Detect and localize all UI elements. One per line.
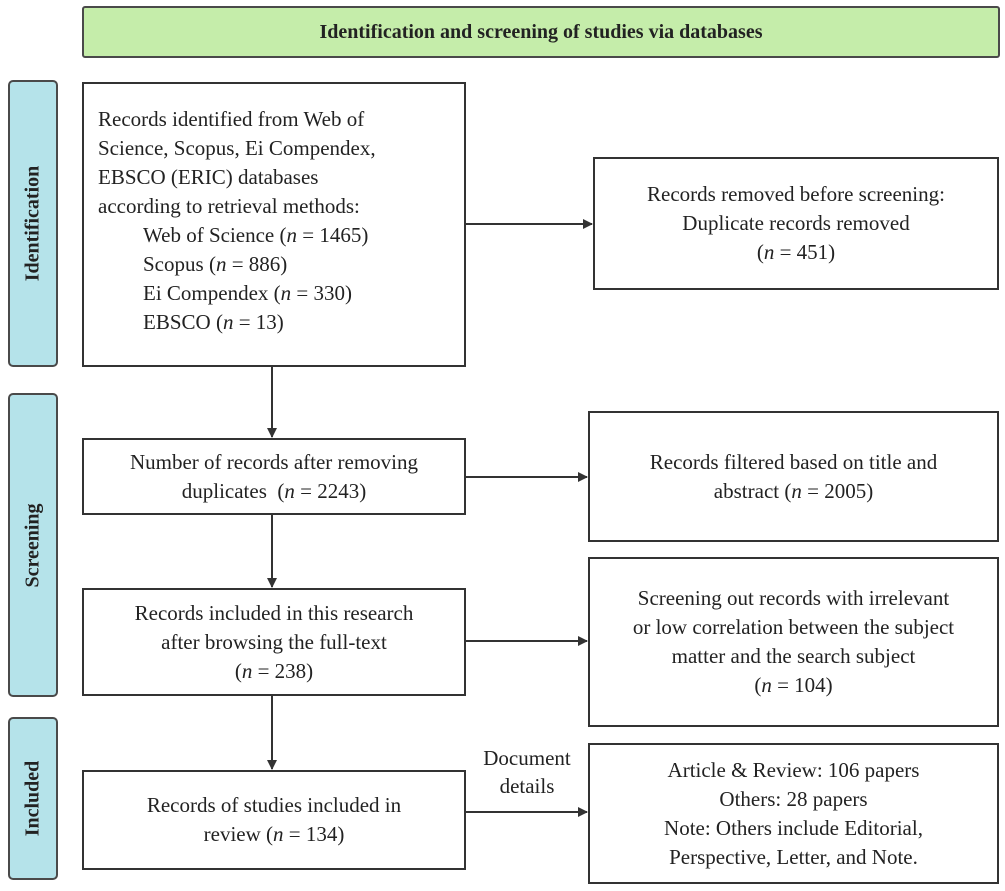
document-details-box: Article & Review: 106 papers Others: 28 … (588, 743, 999, 884)
stage-included: Included (8, 717, 58, 880)
included-count: review (n = 134) (203, 822, 345, 846)
records-fulltext-box: Records included in this research after … (82, 588, 466, 696)
section-header: Identification and screening of studies … (82, 6, 1000, 58)
records-after-duplicates-box: Number of records after removing duplica… (82, 438, 466, 515)
records-screened-out-box: Screening out records with irrelevant or… (588, 557, 999, 727)
source-ei-compendex: Ei Compendex (n = 330) (143, 281, 352, 305)
document-details-label: Document details (483, 746, 571, 798)
after-duplicates-count: duplicates (n = 2243) (181, 478, 367, 503)
records-filtered-box: Records filtered based on title and abst… (588, 411, 999, 542)
records-removed-box: Records removed before screening: Duplic… (593, 157, 999, 290)
source-scopus: Scopus (n = 886) (143, 252, 288, 276)
screened-out-count: (n = 104) (754, 673, 833, 697)
source-ebsco: EBSCO (n = 13) (143, 310, 284, 334)
studies-included-box: Records of studies included in review (n… (82, 770, 466, 870)
stage-screening: Screening (8, 393, 58, 697)
records-identified-box: Records identified from Web of Science, … (82, 82, 466, 367)
filtered-count: abstract (n = 2005) (713, 478, 874, 503)
fulltext-count: (n = 238) (234, 658, 314, 683)
removed-count: (n = 451) (756, 240, 836, 264)
stage-identification: Identification (8, 80, 58, 367)
source-web-of-science: Web of Science (n = 1465) (143, 223, 369, 247)
